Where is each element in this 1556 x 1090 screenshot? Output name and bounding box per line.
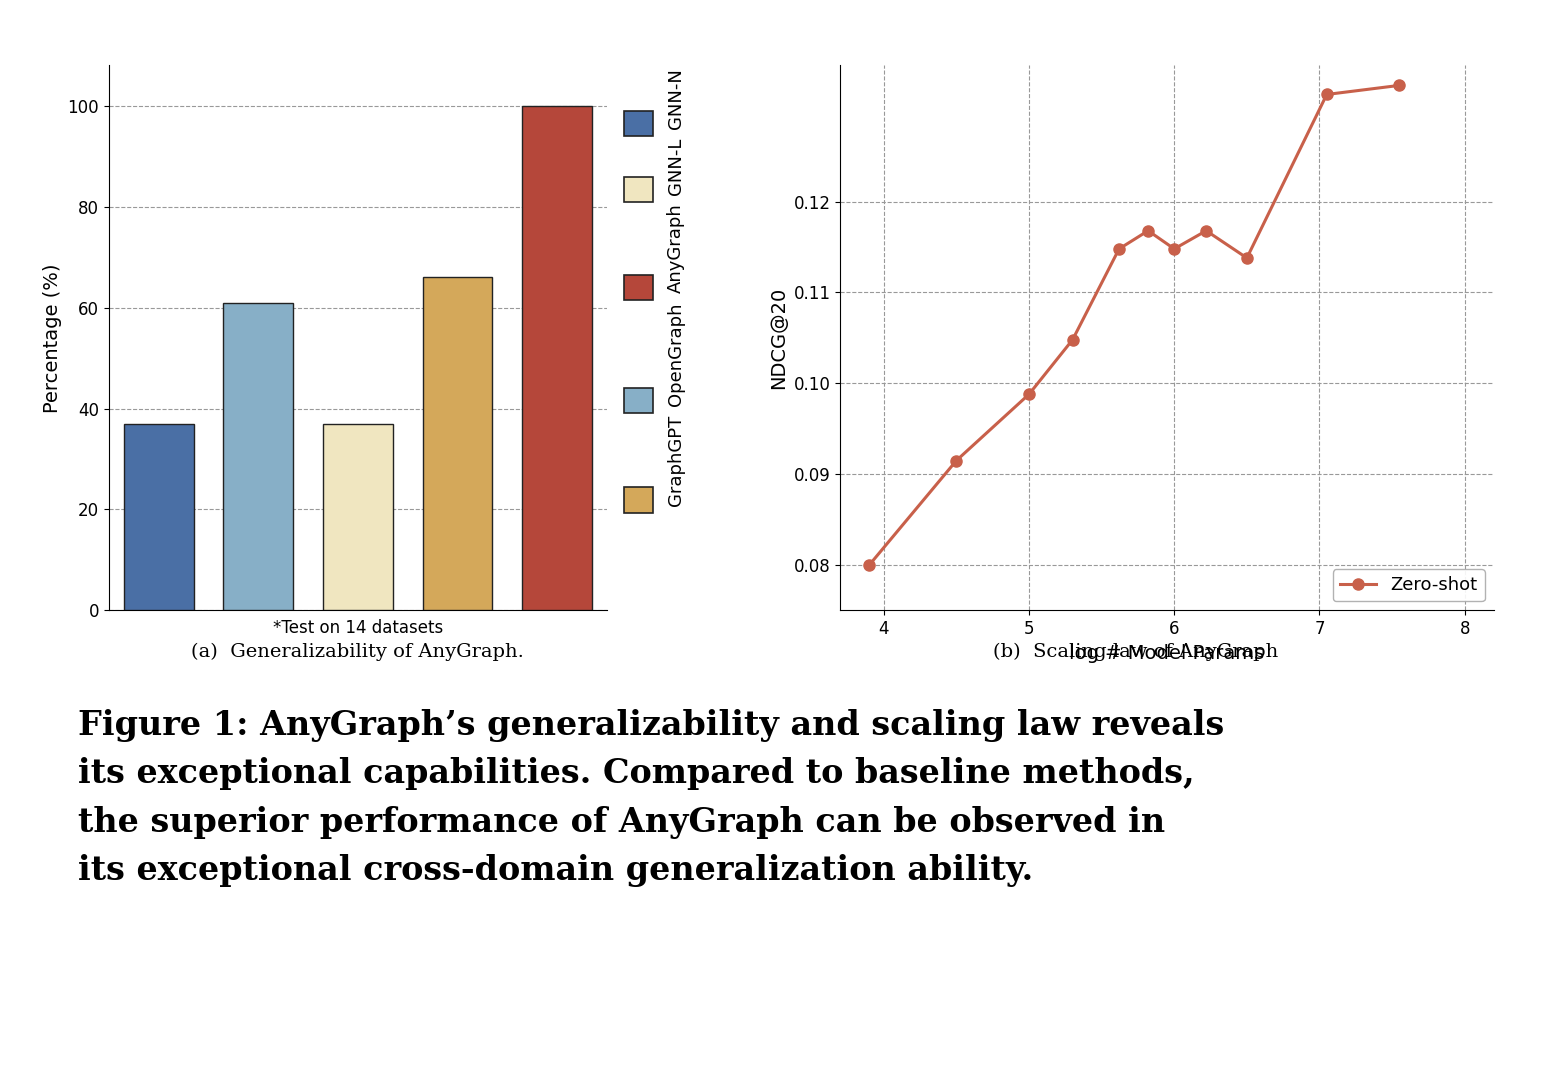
Legend: OpenGraph, GraphGPT: OpenGraph, GraphGPT <box>616 300 692 520</box>
Bar <box>124 424 193 610</box>
Text: (a)  Generalizability of AnyGraph.: (a) Generalizability of AnyGraph. <box>191 643 524 662</box>
X-axis label: *Test on 14 datasets: *Test on 14 datasets <box>272 619 443 637</box>
Bar <box>423 277 492 610</box>
Bar <box>224 303 293 610</box>
Bar <box>324 424 392 610</box>
Y-axis label: Percentage (%): Percentage (%) <box>44 263 62 413</box>
Y-axis label: NDCG@20: NDCG@20 <box>769 287 787 389</box>
X-axis label: log # Model Params: log # Model Params <box>1069 644 1265 663</box>
Text: Figure 1: AnyGraph’s generalizability and scaling law reveals
its exceptional ca: Figure 1: AnyGraph’s generalizability an… <box>78 708 1225 887</box>
Bar <box>523 106 591 610</box>
Text: (b)  Scaling law of AnyGraph: (b) Scaling law of AnyGraph <box>993 643 1279 662</box>
Legend: Zero-shot: Zero-shot <box>1332 569 1484 602</box>
